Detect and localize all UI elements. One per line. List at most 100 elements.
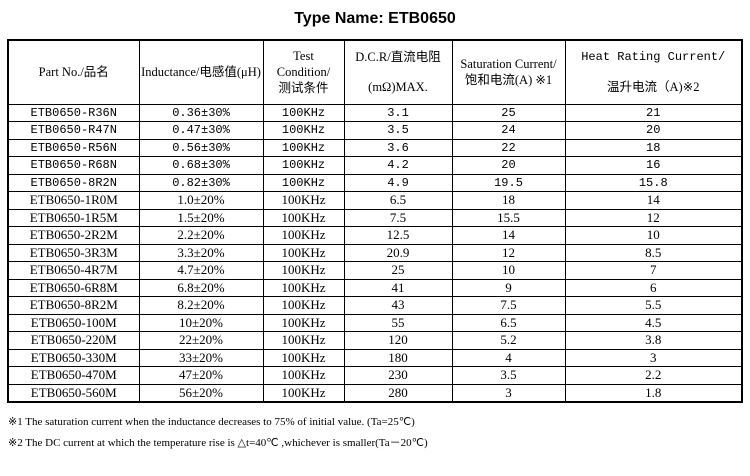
table-row: ETB0650-220M 22±20% 100KHz 120 5.2 3.8	[7, 331, 743, 350]
table-cell: ETB0650-R36N	[7, 103, 140, 122]
col-header-test-condition: Test Condition/ 测试条件	[262, 39, 345, 105]
table-cell: 2.2	[564, 366, 743, 385]
table-cell: ETB0650-3R3M	[7, 243, 140, 262]
table-cell: 12	[564, 208, 743, 227]
table-cell: 100KHz	[262, 173, 345, 192]
table-body: ETB0650-R36N 0.36±30% 100KHz 3.1 25 21 ETB0650…	[7, 103, 743, 402]
table-cell: 0.82±30%	[138, 173, 264, 192]
page-title: Type Name: ETB0650	[294, 10, 456, 27]
table-row: ETB0650-560M 56±20% 100KHz 280 3 1.8	[7, 383, 743, 402]
header-row: Part No./品名 Inductance/电感值(μH) Test Cond…	[7, 39, 743, 105]
header-line: Test	[293, 49, 314, 64]
table-cell: ETB0650-R47N	[7, 121, 140, 140]
table-row: ETB0650-470M 47±20% 100KHz 230 3.5 2.2	[7, 366, 743, 385]
table-cell: 4	[451, 348, 566, 367]
table-row: ETB0650-6R8M 6.8±20% 100KHz 41 9 6	[7, 278, 743, 297]
table-cell: 100KHz	[262, 191, 345, 210]
table-cell: 100KHz	[262, 226, 345, 245]
table-cell: ETB0650-R68N	[7, 156, 140, 175]
table-cell: 16	[564, 156, 743, 175]
footnote-2: ※2 The DC current at which the temperatu…	[8, 436, 428, 449]
table-row: ETB0650-R47N 0.47±30% 100KHz 3.5 24 20	[7, 121, 743, 140]
table-cell: 100KHz	[262, 208, 345, 227]
table-cell: 6.5	[343, 191, 453, 210]
table-cell: 0.47±30%	[138, 121, 264, 140]
spec-table: Part No./品名 Inductance/电感值(μH) Test Cond…	[7, 39, 743, 403]
table-cell: 6	[564, 278, 743, 297]
table-cell: 22±20%	[138, 331, 264, 350]
table-cell: 24	[451, 121, 566, 140]
col-header-inductance: Inductance/电感值(μH)	[138, 39, 264, 105]
table-cell: 6.5	[451, 313, 566, 332]
table-cell: 25	[451, 103, 566, 122]
table-row: ETB0650-330M 33±20% 100KHz 180 4 3	[7, 348, 743, 367]
table-cell: 100KHz	[262, 313, 345, 332]
table-cell: ETB0650-220M	[7, 331, 140, 350]
table-cell: 4.5	[564, 313, 743, 332]
table-cell: 100KHz	[262, 296, 345, 315]
table-cell: 100KHz	[262, 278, 345, 297]
table-cell: ETB0650-4R7M	[7, 261, 140, 280]
col-header-part-no: Part No./品名	[7, 39, 140, 105]
table-cell: 100KHz	[262, 348, 345, 367]
table-cell: 10	[564, 226, 743, 245]
table-cell: 230	[343, 366, 453, 385]
table-cell: 25	[343, 261, 453, 280]
header-line: D.C.R/直流电阻	[355, 50, 441, 65]
table-cell: 2.2±20%	[138, 226, 264, 245]
table-cell: 14	[451, 226, 566, 245]
footnote-1: ※1 The saturation current when the induc…	[8, 415, 415, 428]
table-cell: 5.2	[451, 331, 566, 350]
table-row: ETB0650-1R0M 1.0±20% 100KHz 6.5 18 14	[7, 191, 743, 210]
table-cell: 1.5±20%	[138, 208, 264, 227]
table-cell: 4.2	[343, 156, 453, 175]
table-cell: 3.6	[343, 138, 453, 157]
table-cell: ETB0650-1R0M	[7, 191, 140, 210]
table-row: ETB0650-8R2M 8.2±20% 100KHz 43 7.5 5.5	[7, 296, 743, 315]
table-cell: 3.5	[451, 366, 566, 385]
header-line: 温升电流（A)※2	[607, 80, 700, 95]
header-line: 测试条件	[278, 81, 329, 96]
col-header-heat-rating-current: Heat Rating Current/ 温升电流（A)※2	[564, 39, 743, 105]
table-cell: ETB0650-100M	[7, 313, 140, 332]
table-cell: 14	[564, 191, 743, 210]
table-cell: 100KHz	[262, 331, 345, 350]
table-cell: ETB0650-560M	[7, 383, 140, 402]
col-header-dcr: D.C.R/直流电阻 (mΩ)MAX.	[343, 39, 453, 105]
header-line: Inductance/电感值(μH)	[141, 65, 261, 80]
table-row: ETB0650-R56N 0.56±30% 100KHz 3.6 22 18	[7, 138, 743, 157]
table-cell: 22	[451, 138, 566, 157]
table-cell: 100KHz	[262, 261, 345, 280]
table-cell: 7	[564, 261, 743, 280]
table-cell: 280	[343, 383, 453, 402]
table-cell: 100KHz	[262, 121, 345, 140]
table-cell: ETB0650-R56N	[7, 138, 140, 157]
table-cell: 5.5	[564, 296, 743, 315]
table-cell: 10±20%	[138, 313, 264, 332]
table-cell: 7.5	[451, 296, 566, 315]
table-row: ETB0650-8R2N 0.82±30% 100KHz 4.9 19.5 15.8	[7, 173, 743, 192]
table-cell: 120	[343, 331, 453, 350]
table-cell: 20.9	[343, 243, 453, 262]
table-cell: 41	[343, 278, 453, 297]
table-cell: ETB0650-8R2N	[7, 173, 140, 192]
table-cell: 100KHz	[262, 243, 345, 262]
footnotes: ※1 The saturation current when the induc…	[8, 415, 750, 451]
table-cell: ETB0650-330M	[7, 348, 140, 367]
table-cell: 1.8	[564, 383, 743, 402]
table-cell: 20	[564, 121, 743, 140]
table-row: ETB0650-100M 10±20% 100KHz 55 6.5 4.5	[7, 313, 743, 332]
table-cell: 7.5	[343, 208, 453, 227]
table-cell: 4.7±20%	[138, 261, 264, 280]
table-cell: 6.8±20%	[138, 278, 264, 297]
table-cell: 18	[564, 138, 743, 157]
table-cell: ETB0650-470M	[7, 366, 140, 385]
table-cell: 20	[451, 156, 566, 175]
header-line: (mΩ)MAX.	[368, 80, 428, 95]
table-cell: 180	[343, 348, 453, 367]
table-cell: 3.8	[564, 331, 743, 350]
table-cell: ETB0650-6R8M	[7, 278, 140, 297]
table-cell: ETB0650-8R2M	[7, 296, 140, 315]
table-cell: 100KHz	[262, 138, 345, 157]
